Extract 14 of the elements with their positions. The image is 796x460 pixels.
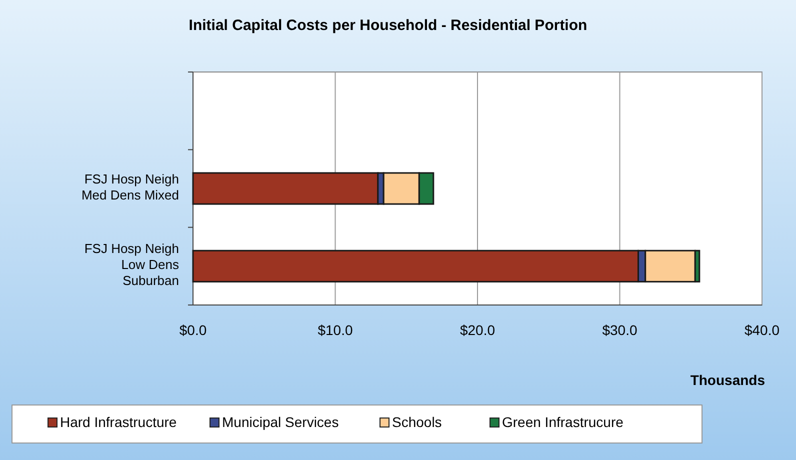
legend-label: Hard Infrastructure <box>60 414 177 430</box>
x-axis-title: Thousands <box>690 372 766 388</box>
bar <box>192 172 379 205</box>
chart-title: Initial Capital Costs per Household - Residential Portion <box>188 17 588 34</box>
legend-label: Green Infrastrucure <box>502 414 624 430</box>
x-tick-label: $30.0 <box>602 322 638 338</box>
x-tick-label: $10.0 <box>318 322 353 338</box>
y-tick-label: FSJ Hosp Neigh Med Dens Mixed <box>81 172 179 203</box>
legend-label: Municipal Services <box>222 414 339 430</box>
x-tick-label: $0.0 <box>179 322 207 338</box>
y-tick-label: FSJ Hosp Neigh Low Dens Suburban <box>84 242 180 289</box>
x-tick-label: $40.0 <box>744 322 780 338</box>
x-tick-label: $20.0 <box>460 322 496 338</box>
legend-label: Schools <box>392 414 442 430</box>
